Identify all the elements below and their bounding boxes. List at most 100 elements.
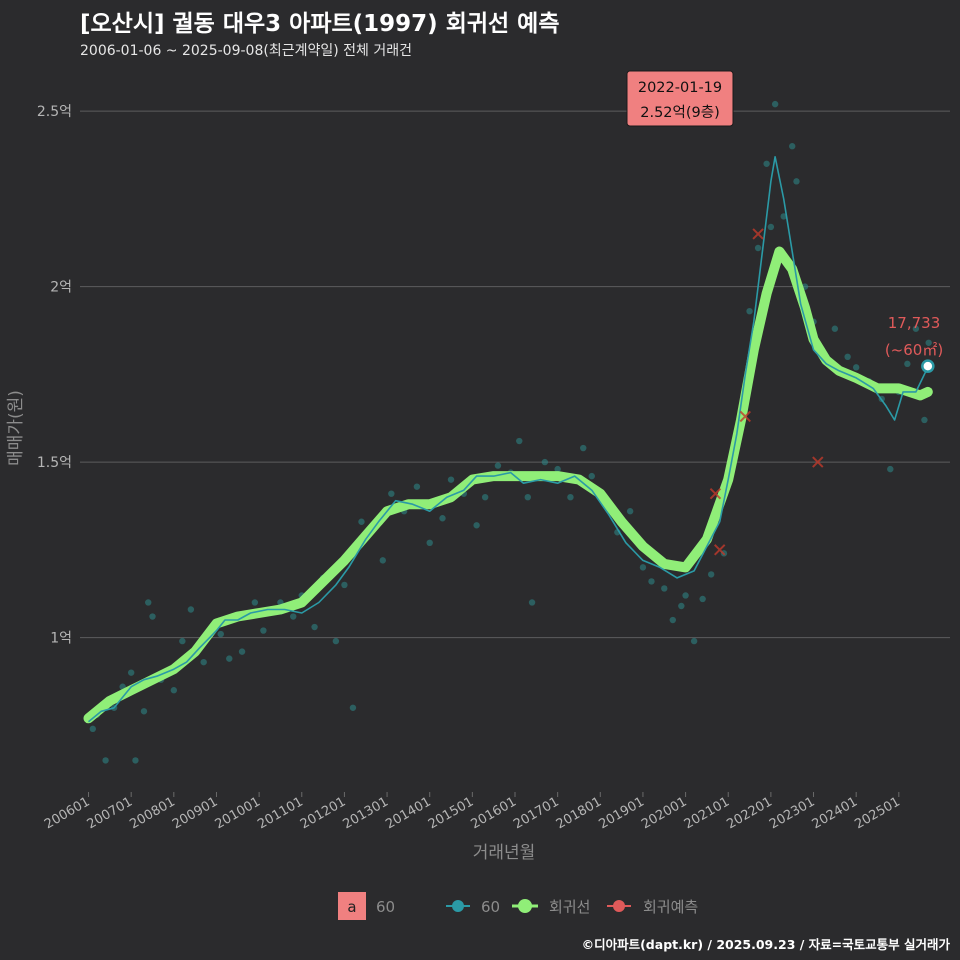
scatter-point [780,213,787,220]
scatter-point [639,564,647,571]
scatter-point [746,307,753,315]
scatter-point [793,178,800,185]
prediction-mark [752,228,764,240]
x-tick-label: 201601 [469,794,519,832]
x-tick-label: 202101 [682,794,732,832]
scatter-point [349,704,357,711]
scatter-points [89,100,932,764]
peak-annotation-date: 2022-01-19 [638,80,722,96]
scatter-point [921,416,928,424]
x-tick-label: 200901 [170,794,220,832]
y-axis-label: 매매가(원) [6,390,26,466]
scatter-point [149,613,156,620]
scatter-point [170,687,178,694]
scatter-point [771,100,779,108]
scatter-point [682,592,689,599]
scatter-point [494,462,502,469]
prediction-points [709,228,824,556]
x-tick-label: 202301 [767,794,817,832]
scatter-point [524,493,531,501]
scatter-point [413,483,421,490]
series-60-line [87,156,929,723]
legend-dot-regression [518,899,532,913]
scatter-point [567,493,574,501]
legend-key-letter: a [347,898,356,916]
scatter-point [388,490,395,497]
legend-dot-prediction [613,900,625,912]
scatter-point [200,658,207,666]
scatter-point [912,325,920,332]
scatter-point [925,339,932,346]
x-tick-label: 201501 [426,794,476,832]
scatter-point [661,585,668,592]
chart-caption: ©디아파트(dapt.kr) / 2025.09.23 / 자료=국토교통부 실… [581,937,950,952]
scatter-point [426,539,433,547]
scatter-point [648,578,655,585]
prediction-mark [709,487,722,500]
y-tick-label: 1.5억 [37,455,72,471]
scatter-point [554,465,561,473]
scatter-point [678,602,685,610]
x-tick-label: 200801 [127,794,177,832]
peak-annotation-box [626,70,734,127]
scatter-point [379,557,386,564]
x-tick-label: 202001 [639,794,689,832]
legend-key-box [338,892,366,920]
scatter-point [447,476,455,483]
scatter-point [669,616,676,624]
scatter-point [690,637,698,645]
scatter-point [831,325,839,332]
scatter-point [140,708,148,715]
scatter-point [187,606,195,613]
last-point-marker [921,359,935,373]
scatter-point [588,472,595,480]
scatter-point [226,655,233,662]
x-tick-label: 202201 [724,794,774,832]
last-point-area: (~60㎡) [885,341,943,359]
series-lines [83,156,933,724]
scatter-point [887,465,894,473]
y-tick-label: 1억 [50,631,72,647]
scatter-point [439,515,446,522]
legend: a 60 60 회귀선 회귀예측 [338,892,698,920]
scatter-point [102,757,109,764]
scatter-point [132,757,139,764]
scatter-point [541,458,549,466]
scatter-point [260,627,267,634]
scatter-point [528,599,536,606]
prediction-mark [739,410,752,423]
scatter-point [358,518,365,525]
scatter-point [332,637,340,645]
regression-line [83,246,933,724]
x-tick-labels: 2006012007012008012009012010012011012012… [42,792,903,832]
scatter-point [179,637,186,645]
x-tick-label: 201001 [213,794,263,832]
scatter-point [127,669,135,676]
scatter-point [707,571,715,578]
chart-title: [오산시] 궐동 대우3 아파트(1997) 회귀선 예측 [80,11,560,37]
x-tick-label: 200701 [85,794,135,832]
annotations: 17,733 (~60㎡) 2022-01-19 2.52억(9층) [626,70,943,373]
prediction-mark [812,456,824,468]
y-tick-label: 2억 [50,280,72,296]
scatter-point [145,599,152,606]
legend-label-prediction: 회귀예측 [643,898,698,916]
scatter-point [89,725,96,733]
legend-label-60-b: 60 [481,898,500,916]
x-tick-label: 202501 [852,794,902,832]
legend-label-60-a: 60 [376,898,395,916]
prediction-mark [713,544,726,556]
scatter-point [473,522,480,529]
scatter-point [311,623,318,631]
x-axis-label: 거래년월 [473,843,536,863]
scatter-point [844,353,851,361]
x-tick-label: 201301 [341,794,391,832]
scatter-point [481,493,489,501]
x-tick-label: 201901 [596,794,646,832]
last-point-value: 17,733 [888,314,941,332]
scatter-point [767,223,775,231]
chart-subtitle: 2006-01-06 ~ 2025-09-08(최근계약일) 전체 거래건 [80,43,412,59]
x-tick-label: 200601 [42,794,92,832]
x-tick-label: 202401 [810,794,860,832]
x-tick-label: 201101 [255,794,305,832]
